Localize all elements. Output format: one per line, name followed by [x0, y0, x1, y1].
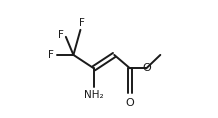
- Text: F: F: [48, 50, 54, 60]
- Text: O: O: [126, 98, 134, 108]
- Text: O: O: [142, 63, 151, 73]
- Text: NH₂: NH₂: [84, 91, 104, 101]
- Text: F: F: [79, 17, 85, 27]
- Text: F: F: [58, 30, 63, 40]
